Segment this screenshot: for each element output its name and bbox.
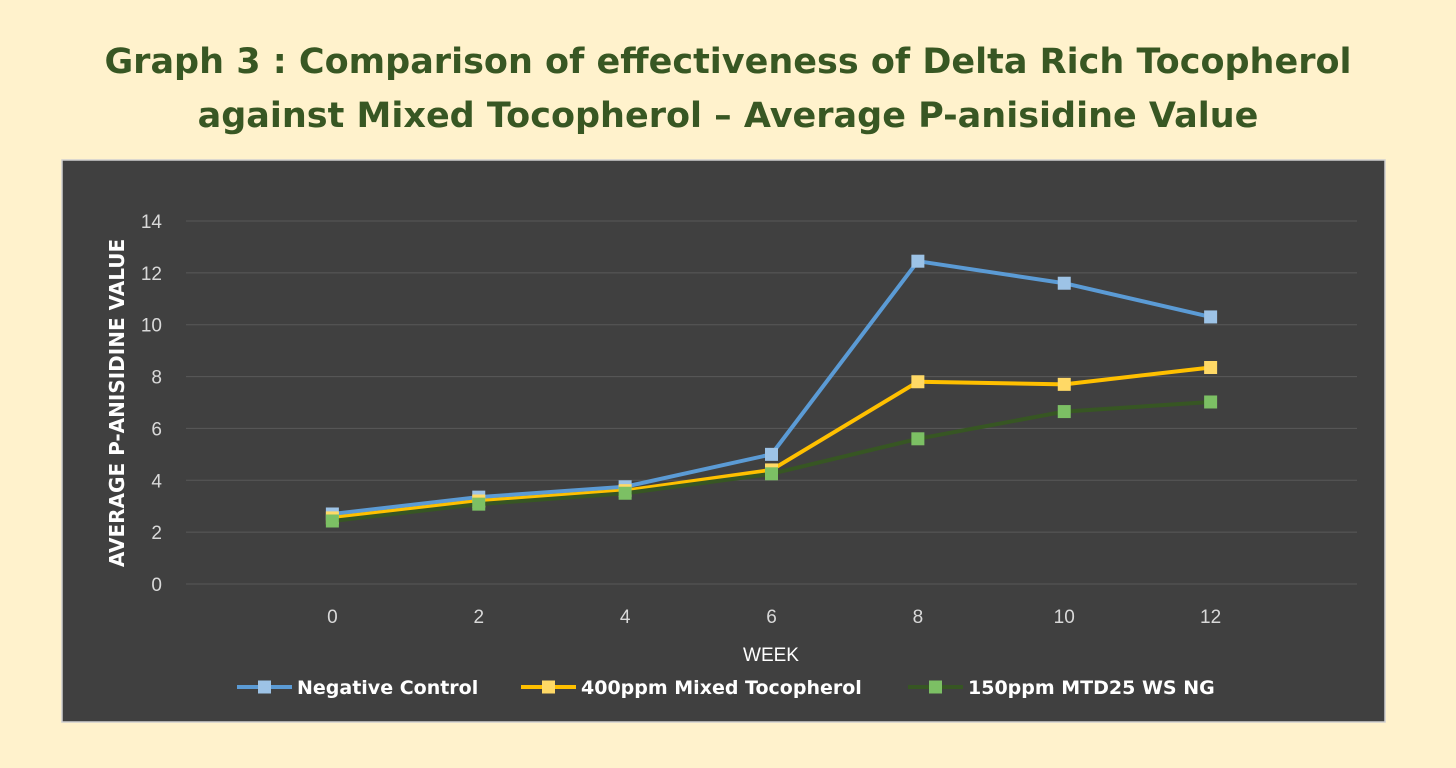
data-point: [618, 486, 632, 500]
legend-marker: [929, 680, 942, 694]
data-point: [765, 447, 778, 461]
y-tick-label: 0: [151, 575, 162, 596]
x-tick-label: 10: [1054, 607, 1075, 628]
data-point: [1057, 276, 1071, 290]
legend-item: 400ppm Mixed Tocopherol: [521, 677, 862, 699]
data-point: [911, 375, 925, 389]
y-tick-label: 4: [151, 471, 162, 492]
x-tick-label: 2: [473, 607, 484, 628]
y-tick-label: 6: [151, 419, 162, 440]
legend-item: Negative Control: [237, 677, 478, 699]
x-tick-label: 8: [913, 607, 924, 628]
data-point: [1204, 310, 1218, 324]
x-tick-label: 0: [327, 607, 338, 628]
data-point: [911, 254, 925, 268]
legend-item: 150ppm MTD25 WS NG: [908, 677, 1215, 699]
legend-marker: [542, 680, 555, 694]
data-point: [472, 497, 486, 511]
y-axis-label: AVERAGE P-ANISIDINE VALUE: [105, 239, 129, 567]
data-point: [1204, 360, 1218, 374]
y-tick-label: 8: [151, 368, 162, 389]
data-point: [325, 514, 339, 528]
chart-area: [61, 159, 1386, 723]
y-tick-label: 14: [141, 212, 163, 233]
legend-marker: [258, 680, 271, 694]
chart-title-line-1: Graph 3 : Comparison of effectiveness of…: [104, 42, 1352, 82]
x-tick-label: 12: [1200, 607, 1221, 628]
legend-label: 400ppm Mixed Tocopherol: [581, 677, 862, 699]
chart-title-line-2: against Mixed Tocopherol – Average P-ani…: [197, 96, 1259, 136]
data-point: [1057, 405, 1071, 419]
legend-label: 150ppm MTD25 WS NG: [968, 677, 1215, 699]
data-point: [1204, 395, 1218, 409]
y-tick-label: 2: [151, 523, 162, 544]
x-tick-label: 4: [620, 607, 631, 628]
legend-label: Negative Control: [297, 677, 478, 699]
series-2: [325, 395, 1218, 528]
data-point: [911, 432, 925, 446]
x-axis-label: WEEK: [743, 645, 799, 666]
x-tick-label: 6: [766, 607, 777, 628]
y-tick-label: 10: [141, 316, 162, 337]
data-point: [1057, 377, 1071, 391]
data-point: [765, 467, 778, 481]
y-tick-label: 12: [141, 264, 162, 285]
